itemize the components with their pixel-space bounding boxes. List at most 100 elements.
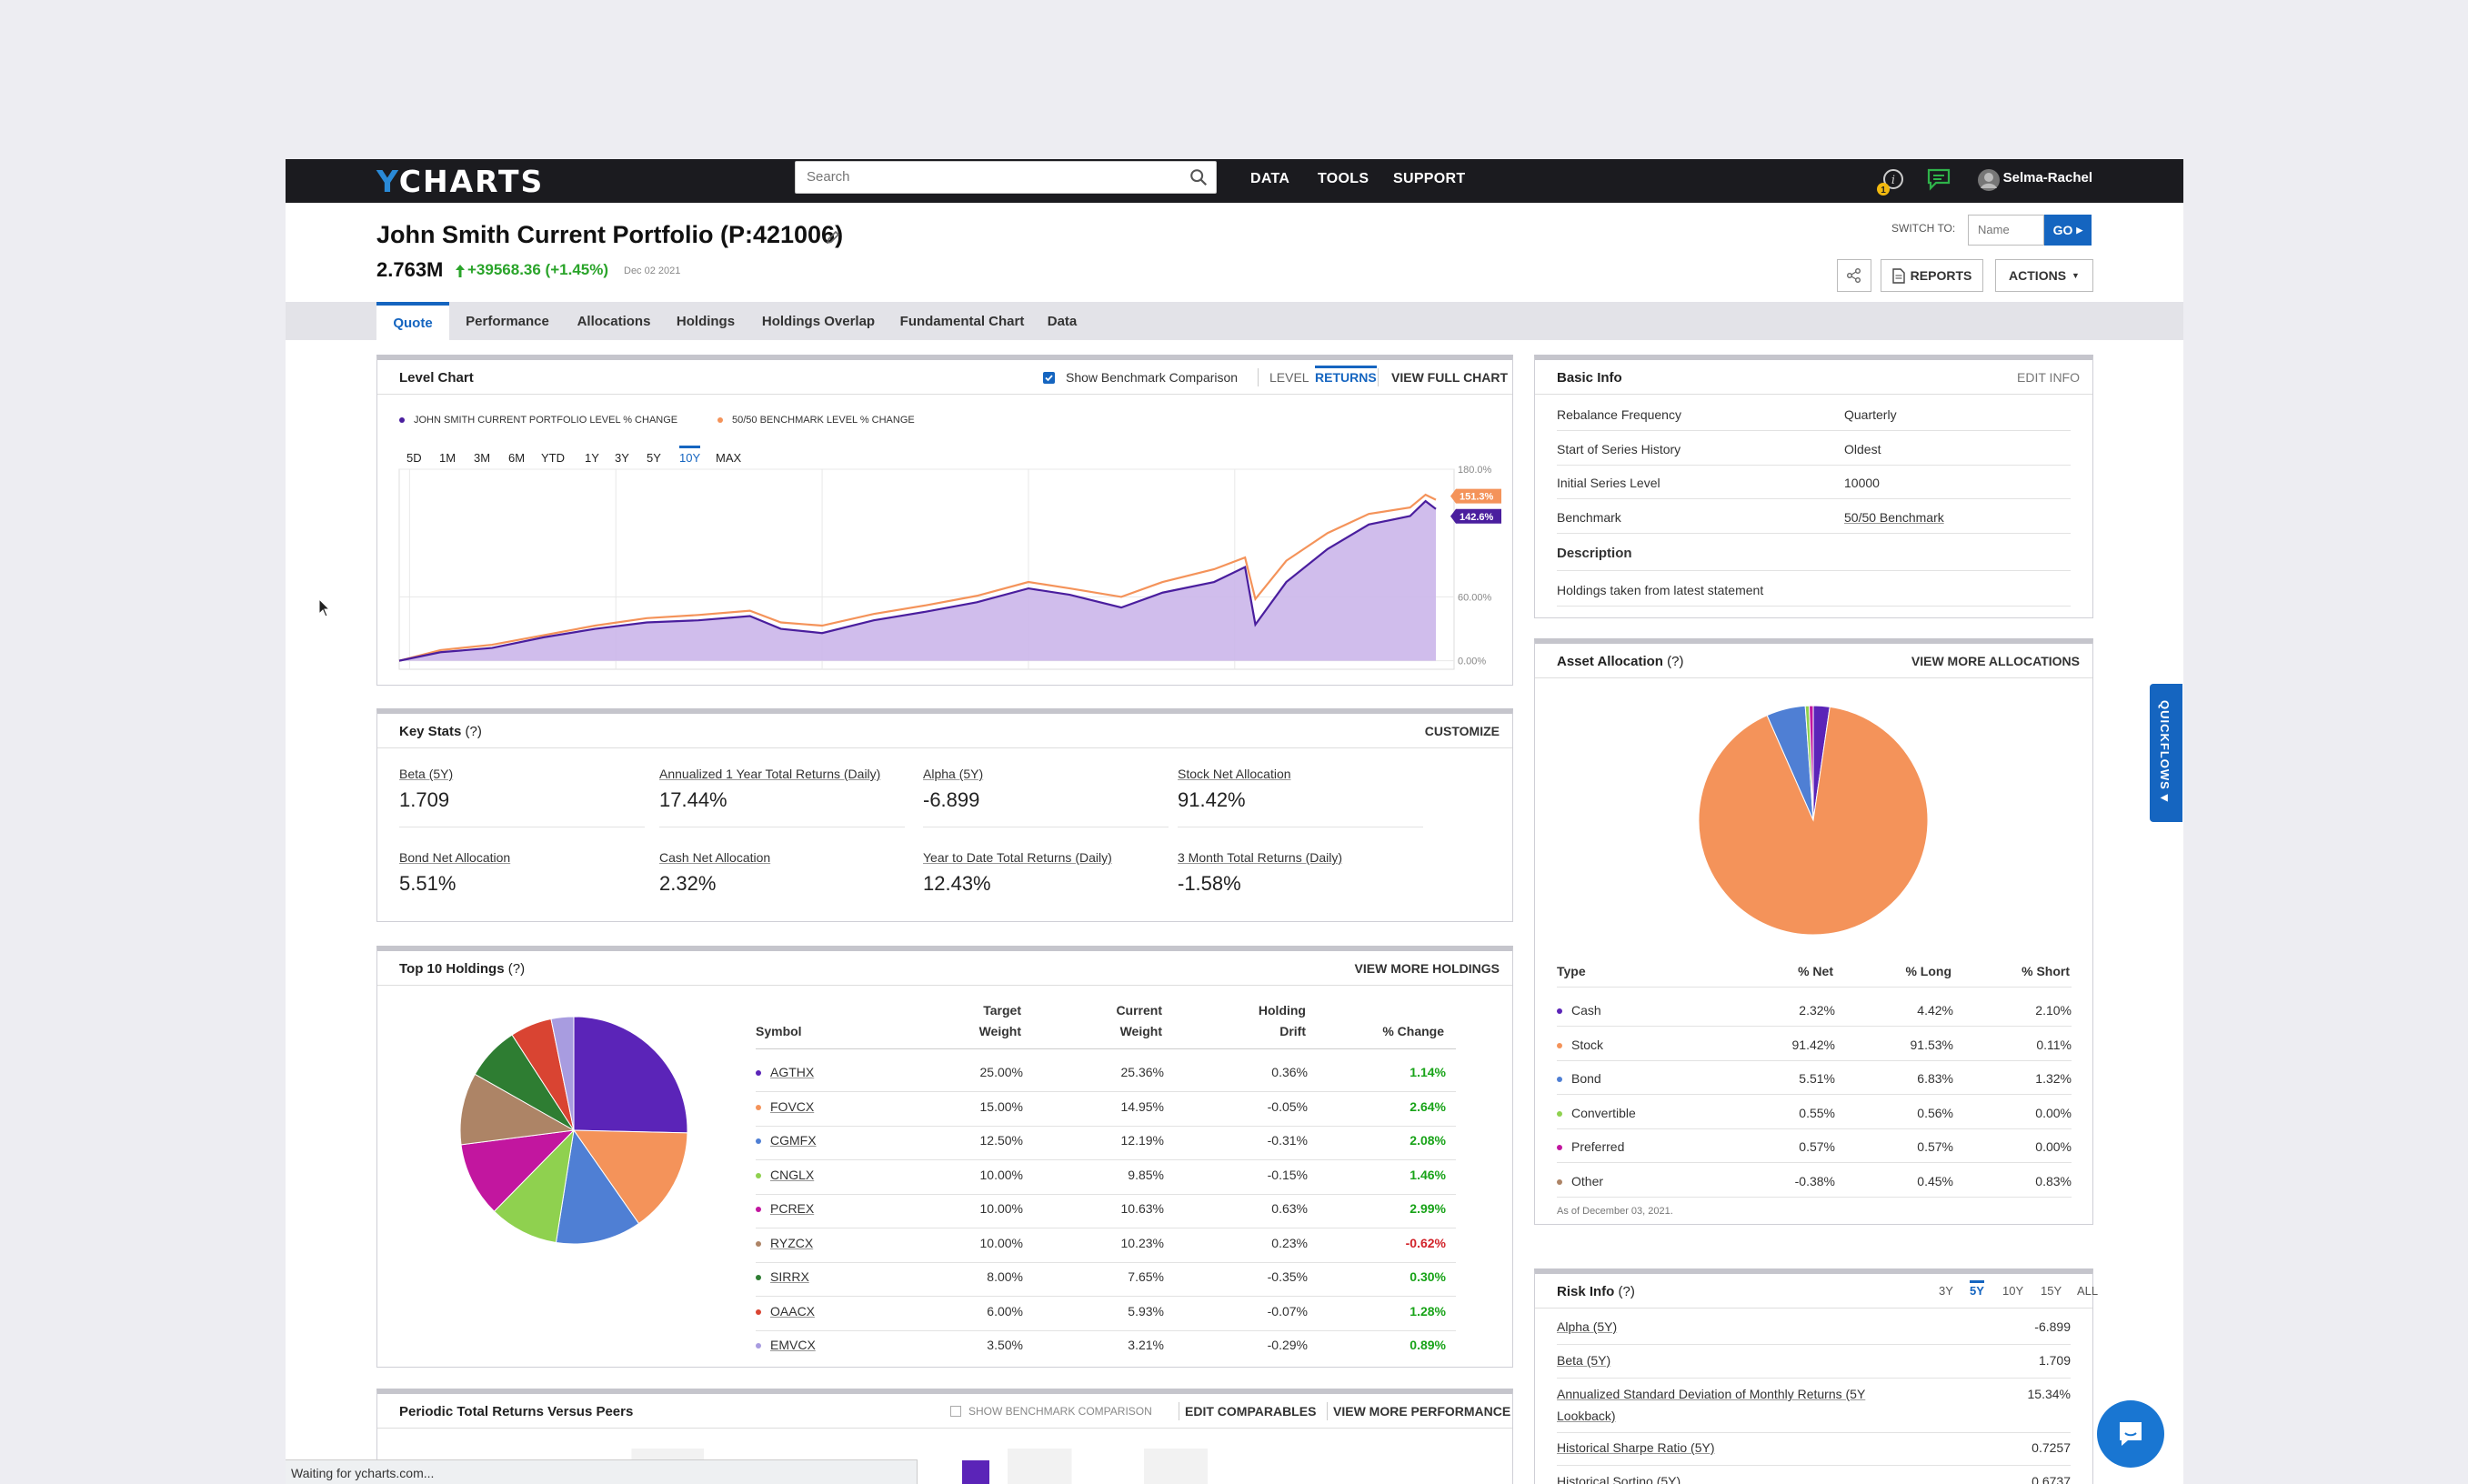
help-link[interactable]: (?)	[465, 724, 482, 739]
holdings-pie-slice[interactable]	[459, 1073, 576, 1146]
view-more-allocations-link[interactable]: VIEW MORE ALLOCATIONS	[1911, 654, 2080, 668]
risk-period-10y[interactable]: 10Y	[2002, 1284, 2024, 1298]
holding-symbol-text[interactable]: EMVCX	[770, 1338, 816, 1352]
range-5y[interactable]: 5Y	[647, 451, 661, 465]
benchmark-link[interactable]: 50/50 Benchmark	[1844, 509, 1944, 525]
view-full-chart-link[interactable]: VIEW FULL CHART	[1391, 370, 1509, 385]
holding-row[interactable]: CNGLX 10.00% 9.85% -0.15% 1.46%	[756, 1163, 1456, 1190]
range-10y[interactable]: 10Y	[679, 446, 701, 465]
user-menu[interactable]: Selma-Rachel	[2002, 170, 2092, 186]
benchmark-toggle-label[interactable]: Show Benchmark Comparison	[1066, 370, 1239, 385]
go-button[interactable]: GO ▶	[2044, 215, 2092, 246]
help-link[interactable]: (?)	[1667, 654, 1684, 669]
holding-symbol[interactable]: FOVCX	[756, 1099, 814, 1114]
holding-row[interactable]: SIRRX 8.00% 7.65% -0.35% 0.30%	[756, 1265, 1456, 1292]
search-input[interactable]	[807, 162, 1170, 191]
level-chart-plot[interactable]: 180.0% 60.00% 0.00% 2012 2014 2016 2018 2020 142…	[390, 442, 1509, 678]
edit-info-link[interactable]: EDIT INFO	[2017, 370, 2080, 385]
help-link[interactable]: (?)	[1618, 1284, 1635, 1299]
allocation-row[interactable]: Convertible 0.55% 0.56% 0.00%	[1557, 1104, 2072, 1131]
tab-fundamental-chart[interactable]: Fundamental Chart	[899, 313, 1025, 329]
periodic-benchmark-checkbox[interactable]	[950, 1406, 961, 1417]
risk-period-3y[interactable]: 3Y	[1939, 1284, 1953, 1298]
range-ytd[interactable]: YTD	[541, 451, 565, 465]
range-5d[interactable]: 5D	[406, 451, 422, 465]
risk-period-all[interactable]: ALL	[2077, 1284, 2099, 1298]
risk-period-5y[interactable]: 5Y	[1970, 1280, 1984, 1298]
range-3y[interactable]: 3Y	[615, 451, 629, 465]
allocation-row[interactable]: Bond 5.51% 6.83% 1.32%	[1557, 1069, 2072, 1097]
holding-symbol[interactable]: RYZCX	[756, 1236, 813, 1250]
holdings-pie-slice[interactable]	[573, 1129, 688, 1225]
key-stat-label[interactable]: Alpha (5Y)	[923, 767, 984, 781]
allocation-pie-slice[interactable]	[1698, 706, 1929, 936]
switch-to-input[interactable]	[1978, 223, 2042, 236]
holdings-pie-chart[interactable]	[456, 1012, 692, 1248]
customize-link[interactable]: CUSTOMIZE	[1424, 724, 1500, 738]
quickflows-tab[interactable]: QUICKFLOWS ◀	[2150, 684, 2182, 822]
key-stat-label[interactable]: Beta (5Y)	[399, 767, 454, 781]
key-stat-label[interactable]: Stock Net Allocation	[1178, 767, 1291, 781]
share-button[interactable]	[1837, 259, 1871, 292]
holding-symbol[interactable]: SIRRX	[756, 1269, 809, 1284]
range-6m[interactable]: 6M	[508, 451, 526, 465]
tab-data[interactable]: Data	[1047, 313, 1078, 329]
holding-symbol-text[interactable]: OAACX	[770, 1303, 816, 1319]
key-stat-label[interactable]: Cash Net Allocation	[659, 850, 771, 865]
range-max[interactable]: MAX	[716, 451, 742, 465]
holding-row[interactable]: CGMFX 12.50% 12.19% -0.31% 2.08%	[756, 1128, 1456, 1156]
holding-symbol[interactable]: AGTHX	[756, 1065, 814, 1079]
key-stat-label[interactable]: Bond Net Allocation	[399, 850, 511, 865]
info-notification-icon[interactable]: i 1	[1876, 166, 1905, 197]
holding-symbol-text[interactable]: CGMFX	[770, 1133, 817, 1148]
series-line[interactable]	[398, 499, 1437, 662]
holding-symbol[interactable]: PCREX	[756, 1201, 814, 1216]
risk-metric-label-cont[interactable]: Lookback)	[1557, 1409, 1616, 1423]
user-avatar-icon[interactable]	[1977, 168, 2001, 192]
asset-allocation-pie-chart[interactable]	[1693, 700, 1933, 940]
holding-symbol-text[interactable]: RYZCX	[770, 1235, 814, 1250]
nav-data[interactable]: DATA	[1250, 171, 1290, 186]
holdings-pie-slice[interactable]	[573, 1016, 688, 1134]
actions-dropdown[interactable]: ACTIONS ▼	[1995, 259, 2093, 292]
allocation-row[interactable]: Other -0.38% 0.45% 0.83%	[1557, 1172, 2072, 1199]
key-stat-label[interactable]: Year to Date Total Returns (Daily)	[923, 850, 1112, 865]
holding-symbol-text[interactable]: FOVCX	[770, 1098, 815, 1114]
switch-to-field[interactable]	[1968, 215, 2044, 246]
holdings-pie-slice[interactable]	[550, 1016, 575, 1131]
holding-symbol-text[interactable]: CNGLX	[770, 1167, 815, 1182]
tab-holdings-overlap[interactable]: Holdings Overlap	[761, 313, 876, 329]
holdings-pie-slice[interactable]	[460, 1129, 576, 1212]
holding-symbol-text[interactable]: AGTHX	[770, 1065, 815, 1079]
holding-symbol[interactable]: OAACX	[756, 1304, 815, 1319]
holding-symbol[interactable]: CNGLX	[756, 1168, 814, 1182]
risk-metric-label[interactable]: Beta (5Y)	[1557, 1353, 1611, 1368]
range-3m[interactable]: 3M	[474, 451, 491, 465]
periodic-benchmark-label[interactable]: SHOW BENCHMARK COMPARISON	[968, 1405, 1152, 1418]
risk-metric-label[interactable]: Historical Sortino (5Y)	[1557, 1474, 1681, 1484]
help-link[interactable]: (?)	[507, 961, 526, 977]
reports-button[interactable]: REPORTS	[1881, 259, 1983, 292]
key-stat-label[interactable]: Annualized 1 Year Total Returns (Daily)	[659, 767, 881, 781]
view-more-performance-link[interactable]: VIEW MORE PERFORMANCE	[1333, 1404, 1511, 1419]
risk-metric-label[interactable]: Alpha (5Y)	[1557, 1319, 1618, 1334]
search-box[interactable]	[795, 161, 1217, 194]
risk-period-15y[interactable]: 15Y	[2041, 1284, 2062, 1298]
allocation-row[interactable]: Cash 2.32% 4.42% 2.10%	[1557, 1001, 2072, 1028]
mode-returns-button[interactable]: RETURNS	[1315, 366, 1377, 385]
risk-metric-label[interactable]: Annualized Standard Deviation of Monthly…	[1557, 1387, 1866, 1401]
benchmark-checkbox[interactable]	[1043, 372, 1055, 384]
range-1m[interactable]: 1M	[439, 451, 456, 465]
holding-row[interactable]: EMVCX 3.50% 3.21% -0.29% 0.89%	[756, 1333, 1456, 1360]
holding-row[interactable]: PCREX 10.00% 10.63% 0.63% 2.99%	[756, 1197, 1456, 1224]
search-icon[interactable]	[1189, 167, 1209, 187]
holdings-pie-slice[interactable]	[555, 1128, 640, 1245]
nav-tools[interactable]: TOOLS	[1318, 171, 1369, 186]
tab-quote[interactable]: Quote	[376, 302, 449, 340]
allocation-pie-slice[interactable]	[1808, 705, 1814, 821]
holding-row[interactable]: OAACX 6.00% 5.93% -0.07% 1.28%	[756, 1299, 1456, 1327]
holding-symbol-text[interactable]: PCREX	[770, 1201, 815, 1216]
holding-symbol[interactable]: CGMFX	[756, 1133, 817, 1148]
key-stat-label[interactable]: 3 Month Total Returns (Daily)	[1178, 850, 1343, 865]
tab-allocations[interactable]: Allocations	[577, 313, 651, 329]
